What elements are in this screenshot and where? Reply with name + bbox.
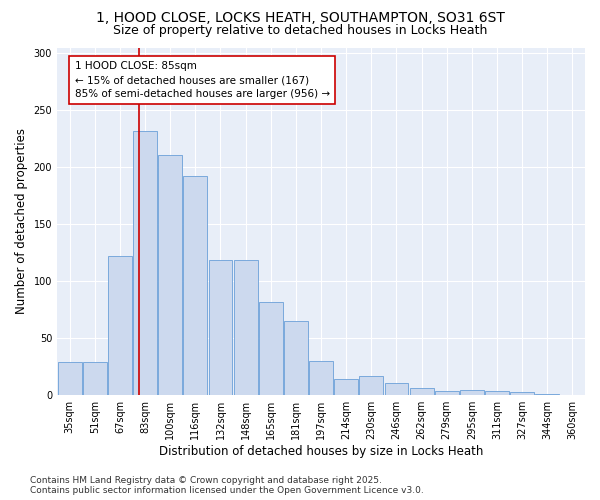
- Bar: [58, 362, 82, 394]
- Bar: [309, 360, 333, 394]
- Bar: [385, 384, 409, 394]
- Bar: [284, 320, 308, 394]
- Bar: [485, 392, 509, 394]
- Bar: [334, 379, 358, 394]
- Bar: [259, 302, 283, 394]
- Text: Size of property relative to detached houses in Locks Heath: Size of property relative to detached ho…: [113, 24, 487, 37]
- Bar: [410, 388, 434, 394]
- Bar: [108, 256, 132, 394]
- Bar: [435, 392, 458, 394]
- Bar: [133, 130, 157, 394]
- Bar: [233, 260, 257, 394]
- X-axis label: Distribution of detached houses by size in Locks Heath: Distribution of detached houses by size …: [159, 444, 483, 458]
- Bar: [158, 154, 182, 394]
- Bar: [460, 390, 484, 394]
- Bar: [209, 260, 232, 394]
- Text: Contains HM Land Registry data © Crown copyright and database right 2025.
Contai: Contains HM Land Registry data © Crown c…: [30, 476, 424, 495]
- Text: 1 HOOD CLOSE: 85sqm
← 15% of detached houses are smaller (167)
85% of semi-detac: 1 HOOD CLOSE: 85sqm ← 15% of detached ho…: [74, 61, 330, 99]
- Y-axis label: Number of detached properties: Number of detached properties: [15, 128, 28, 314]
- Bar: [359, 376, 383, 394]
- Bar: [83, 362, 107, 394]
- Bar: [510, 392, 534, 394]
- Text: 1, HOOD CLOSE, LOCKS HEATH, SOUTHAMPTON, SO31 6ST: 1, HOOD CLOSE, LOCKS HEATH, SOUTHAMPTON,…: [95, 11, 505, 25]
- Bar: [184, 176, 207, 394]
